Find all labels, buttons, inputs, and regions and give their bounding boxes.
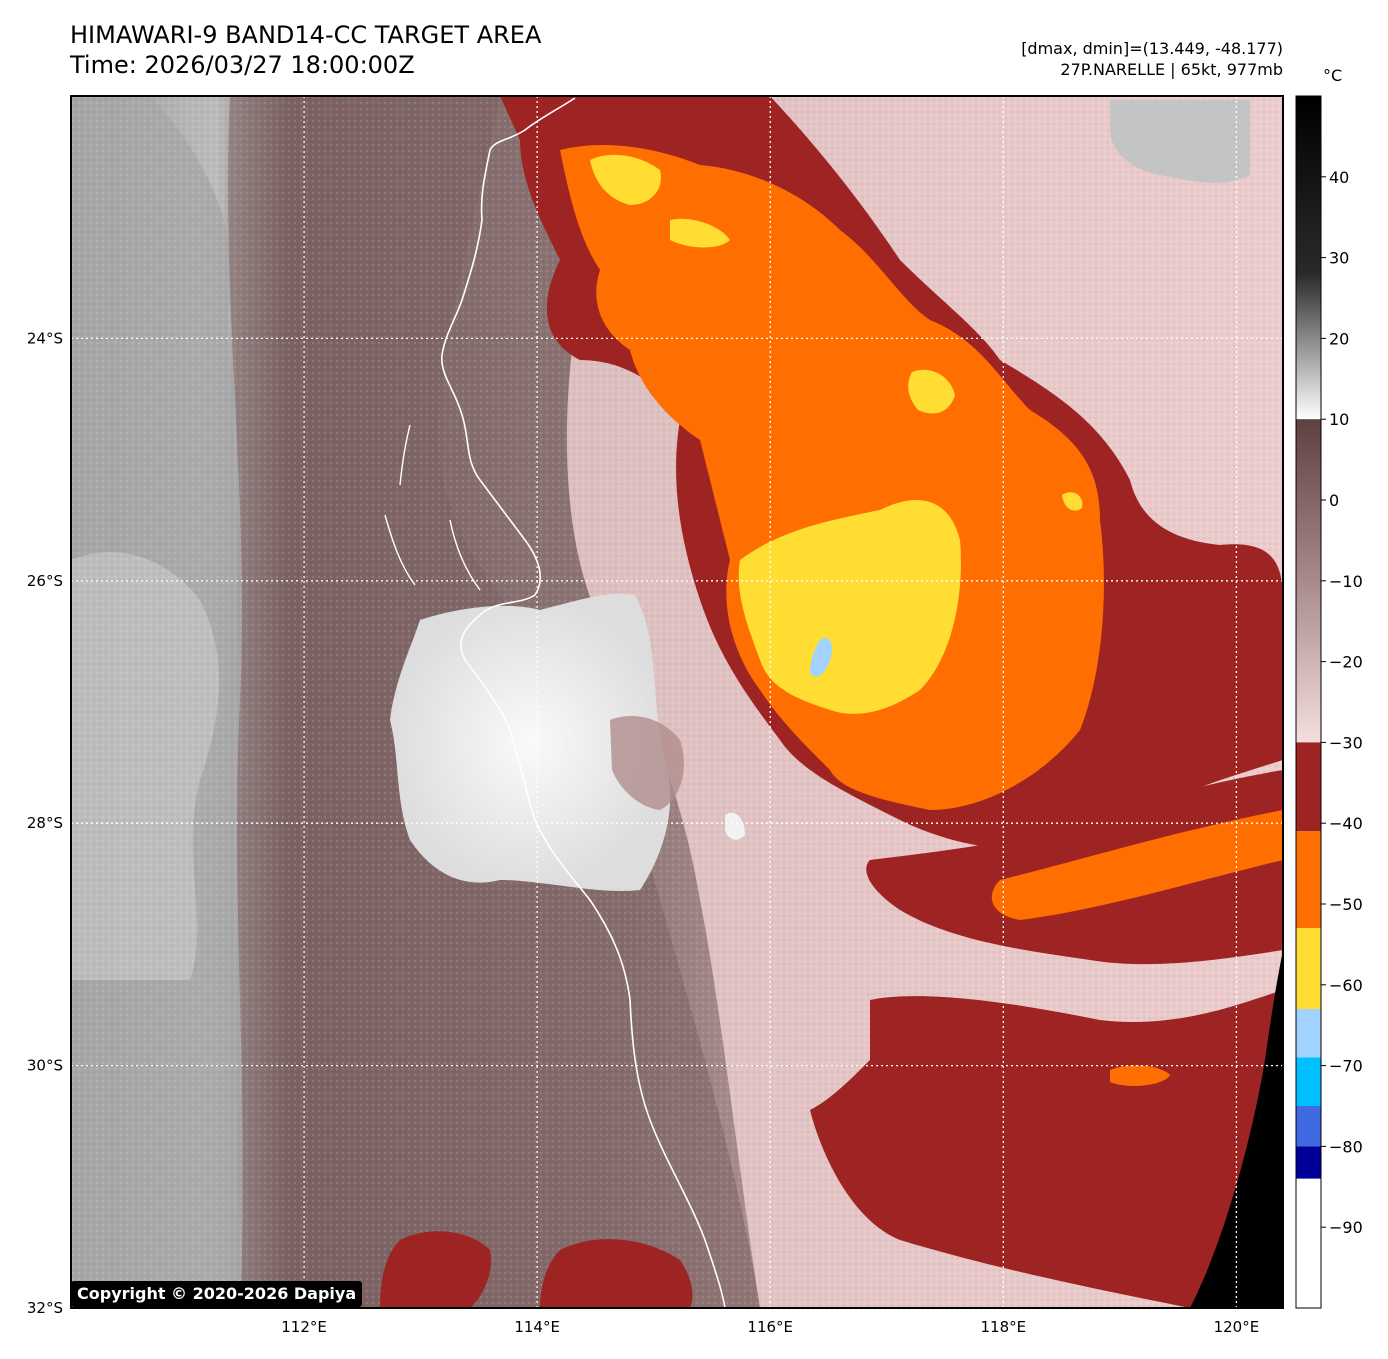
colorbar-tick-label: 40 [1329, 168, 1349, 187]
colorbar-band [1296, 1106, 1321, 1147]
lat-tick-label: 32°S [27, 1299, 63, 1317]
colorbar-band [1296, 1009, 1321, 1058]
colorbar [1296, 96, 1321, 1308]
colorbar-band [1296, 928, 1321, 1010]
colorbar-band [1296, 96, 1321, 420]
colorbar-tick-label: −80 [1329, 1137, 1363, 1156]
red-band-2 [810, 990, 1283, 1308]
yellow-patch-4 [1062, 492, 1083, 511]
title-line-2: Time: 2026/03/27 18:00:00Z [70, 51, 415, 79]
colorbar-tick-label: 20 [1329, 329, 1349, 348]
title-line-1: HIMAWARI-9 BAND14-CC TARGET AREA [70, 21, 542, 49]
no-data-wedge [1190, 950, 1283, 1308]
colorbar-tick-label: 10 [1329, 410, 1349, 429]
colorbar-band [1296, 1057, 1321, 1106]
dmax-dmin-label: [dmax, dmin]=(13.449, -48.177) [1021, 39, 1283, 58]
colorbar-tick-label: −70 [1329, 1057, 1363, 1076]
ir-imagery [71, 96, 1283, 1308]
islands-coast [384, 424, 481, 591]
colorbar-tick-label: −10 [1329, 572, 1363, 591]
colorbar-tick-label: 30 [1329, 249, 1349, 268]
small-white-cloud [725, 812, 745, 840]
colorbar-tick-label: 0 [1329, 491, 1339, 510]
colorbar-frame [1295, 95, 1322, 1309]
colorbar-tick-label: −20 [1329, 653, 1363, 672]
colorbar-tick-label: −60 [1329, 976, 1363, 995]
colorbar-band [1296, 1178, 1321, 1308]
colorbar-ticks: 40 30 20 10 0 −10 −20 −30 −40 −50 −60 −70 −80 −90 [1321, 168, 1363, 1237]
yellow-patch-1 [590, 154, 661, 205]
colorbar-band [1296, 742, 1321, 832]
cold-orange-region [560, 145, 1104, 810]
latitude-ticks: 24°S 26°S 28°S 30°S 32°S [27, 329, 63, 1317]
longitude-ticks: 112°E 114°E 116°E 118°E 120°E [281, 1318, 1259, 1336]
meta-block: [dmax, dmin]=(13.449, -48.177) 27P.NAREL… [1021, 38, 1283, 80]
red-patch-south [540, 1239, 693, 1308]
lat-tick-label: 26°S [27, 572, 63, 590]
lat-tick-label: 24°S [27, 329, 63, 347]
colorbar-band [1296, 1146, 1321, 1179]
colorbar-band [1296, 831, 1321, 929]
lat-tick-label: 30°S [27, 1057, 63, 1075]
title-block: HIMAWARI-9 BAND14-CC TARGET AREA Time: 2… [70, 20, 541, 80]
colorbar-band [1296, 419, 1321, 743]
colorbar-tick-label: −90 [1329, 1218, 1363, 1237]
storm-info-label: 27P.NARELLE | 65kt, 977mb [1060, 60, 1283, 79]
lon-tick-label: 114°E [514, 1318, 560, 1336]
ne-grey-cloud [1110, 100, 1250, 183]
red-patch-south-2 [380, 1231, 491, 1308]
yellow-patch-2 [670, 218, 730, 248]
white-cloud-top [390, 593, 671, 892]
map-frame [70, 95, 1284, 1309]
colorbar-unit-label: °C [1323, 66, 1343, 85]
lon-tick-label: 118°E [981, 1318, 1027, 1336]
orange-band-1 [991, 810, 1283, 920]
graticule [71, 96, 1283, 1308]
coldest-blue-patch [810, 637, 832, 677]
lon-tick-label: 116°E [747, 1318, 793, 1336]
coastline [441, 97, 726, 1308]
colorbar-tick-label: −30 [1329, 733, 1363, 752]
lon-tick-label: 120°E [1214, 1318, 1260, 1336]
cloud-gap [610, 716, 684, 810]
orange-patch-1 [1110, 1065, 1170, 1086]
colorbar-tick-label: −40 [1329, 814, 1363, 833]
lat-tick-label: 28°S [27, 814, 63, 832]
yellow-patch-3 [908, 369, 955, 414]
cold-yellow-region [738, 500, 961, 714]
lon-tick-label: 112°E [281, 1318, 327, 1336]
copyright-label: Copyright © 2020-2026 Dapiya [71, 1281, 363, 1307]
colorbar-tick-label: −50 [1329, 895, 1363, 914]
